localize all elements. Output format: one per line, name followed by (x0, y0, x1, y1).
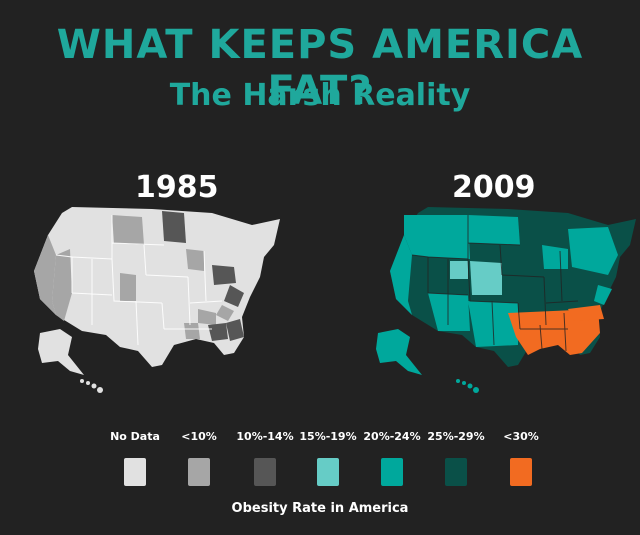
legend-swatch-20-24 (381, 458, 403, 486)
map-year-label-1985: 1985 (135, 170, 219, 205)
alaska-2009 (376, 329, 422, 375)
legend-swatch-10-14 (254, 458, 276, 486)
legend-label-15-19: 15%-19% (299, 430, 357, 443)
legend-title: Obesity Rate in America (231, 501, 409, 516)
us-mainland-2009 (390, 207, 636, 367)
us-map-1985 (34, 207, 280, 393)
legend-label-10-14: 10%-14% (236, 430, 294, 443)
legend-swatch-25-29 (445, 458, 467, 486)
legend-swatch-15-19 (317, 458, 339, 486)
alaska-1985 (38, 329, 84, 375)
us-mainland-1985 (34, 207, 280, 367)
legend-swatch-under-10 (188, 458, 210, 486)
hawaii-2009 (456, 379, 479, 393)
map-year-label-2009: 2009 (452, 170, 536, 205)
legend-label-no-data: No Data (110, 430, 160, 443)
us-map-2009 (376, 207, 636, 393)
legend-label-20-24: 20%-24% (363, 430, 421, 443)
hawaii-1985 (80, 379, 103, 393)
page-subtitle: The Harsh Reality (169, 78, 471, 113)
legend-label-over-30: <30% (503, 430, 539, 443)
legend-label-25-29: 25%-29% (427, 430, 485, 443)
page-title: WHAT KEEPS AMERICA FAT? (56, 22, 584, 114)
legend-label-under-10: <10% (181, 430, 217, 443)
legend-swatch-no-data (124, 458, 146, 486)
legend-swatch-over-30 (510, 458, 532, 486)
